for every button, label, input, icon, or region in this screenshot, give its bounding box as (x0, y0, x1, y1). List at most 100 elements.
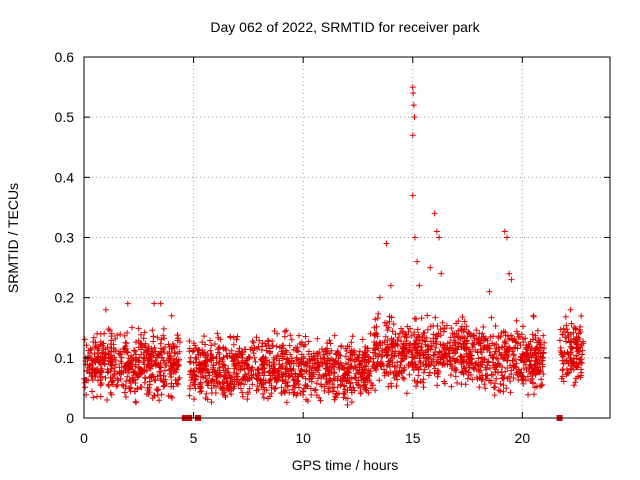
data-point (522, 377, 529, 384)
data-point (575, 344, 582, 351)
data-point (437, 332, 444, 339)
data-point (264, 337, 271, 344)
data-point (156, 397, 163, 404)
data-point (348, 399, 355, 406)
y-tick-label: 0.4 (55, 169, 75, 185)
data-point (412, 345, 419, 352)
data-point (302, 382, 309, 389)
data-point (176, 348, 183, 355)
data-point (298, 351, 305, 358)
data-point (424, 326, 431, 333)
data-point (161, 382, 168, 389)
data-point (540, 371, 547, 378)
data-point (228, 347, 235, 354)
data-point (494, 356, 501, 363)
data-point (136, 364, 143, 371)
data-point (492, 323, 499, 330)
data-point (409, 132, 416, 139)
data-point (426, 369, 433, 376)
data-point (255, 386, 262, 393)
data-point (466, 364, 473, 371)
data-point (495, 387, 502, 394)
data-point (498, 330, 505, 337)
data-point (82, 384, 89, 391)
data-point (491, 392, 498, 399)
data-point (409, 192, 416, 199)
data-point (308, 378, 315, 385)
data-point (409, 361, 416, 368)
data-point (224, 353, 231, 360)
data-point (439, 341, 446, 348)
data-point (531, 350, 538, 357)
data-point (296, 371, 303, 377)
data-point (211, 369, 218, 376)
data-point (120, 346, 127, 353)
data-point (133, 399, 140, 406)
data-point (217, 336, 224, 343)
data-point (141, 329, 148, 336)
data-point (176, 339, 183, 346)
data-point (304, 360, 311, 367)
data-point (318, 346, 325, 353)
data-point (380, 366, 387, 373)
data-point (482, 364, 489, 371)
data-point (374, 362, 381, 369)
data-point (450, 355, 457, 362)
data-point (405, 328, 412, 335)
data-point (243, 373, 250, 380)
data-point (458, 344, 465, 351)
data-point (146, 381, 153, 388)
data-point (416, 282, 423, 289)
x-tick-label: 5 (190, 430, 198, 446)
data-point (505, 336, 512, 343)
data-point (338, 362, 345, 369)
data-point (497, 388, 504, 395)
data-point (90, 365, 97, 372)
data-point (323, 359, 330, 366)
data-point (305, 338, 312, 345)
data-point (399, 328, 406, 335)
data-point (485, 358, 492, 365)
data-point (279, 342, 286, 349)
data-point (259, 390, 266, 397)
data-point (270, 365, 277, 372)
data-point (342, 395, 349, 402)
data-point (122, 385, 129, 392)
data-point (513, 317, 520, 324)
data-point (121, 344, 128, 351)
data-point (224, 380, 231, 387)
data-point (459, 314, 466, 321)
data-point (401, 350, 408, 357)
data-point (561, 349, 568, 356)
data-point (246, 355, 253, 362)
data-point (371, 324, 378, 331)
data-point (160, 325, 167, 332)
data-point (519, 372, 526, 379)
data-point (326, 378, 333, 385)
data-point (414, 326, 421, 333)
data-point (490, 371, 497, 378)
data-point (320, 373, 327, 380)
data-point (486, 288, 493, 295)
data-point (520, 365, 527, 372)
data-point (441, 360, 448, 367)
data-point (90, 334, 97, 341)
data-point (204, 396, 211, 403)
data-point (480, 323, 487, 330)
data-point (212, 383, 219, 390)
data-point (375, 310, 382, 317)
data-point (367, 355, 374, 362)
data-point (204, 356, 211, 363)
data-point (266, 362, 273, 369)
data-point (105, 368, 112, 375)
data-point (203, 352, 210, 359)
data-point (132, 339, 139, 346)
data-point (432, 314, 439, 321)
data-point (556, 337, 563, 344)
data-point (474, 348, 481, 355)
data-point (107, 341, 114, 348)
data-point (577, 374, 584, 381)
data-point (161, 335, 168, 342)
data-point (314, 352, 321, 359)
data-point (384, 327, 391, 334)
